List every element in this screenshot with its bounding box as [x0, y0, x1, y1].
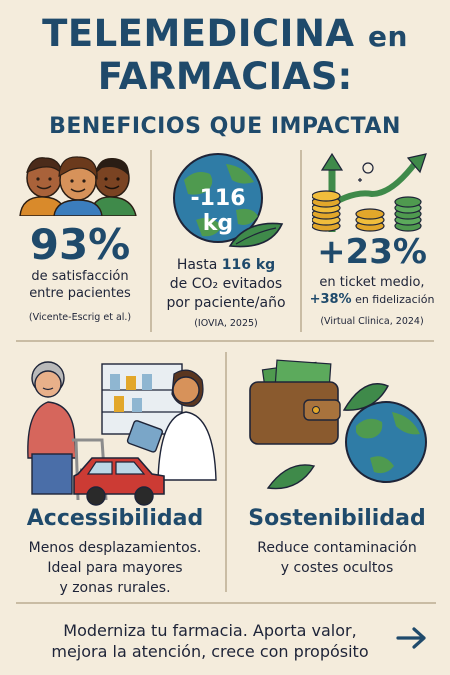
co2-badge: -116 kg — [190, 186, 246, 236]
divider — [225, 352, 227, 592]
feature-sustainability-line1: Reduce contaminación — [257, 540, 417, 556]
feature-accessibility-line2: Ideal para mayores — [47, 560, 183, 576]
divider — [300, 150, 302, 332]
stat-loyalty-suffix: en fidelización — [351, 293, 435, 306]
coins-growth-icon — [312, 150, 434, 234]
feature-sustainability-line2: y costes ocultos — [280, 560, 394, 576]
cta-line1: Moderniza tu farmacia. Aporta valor, — [63, 621, 357, 640]
cta-line2: mejora la atención, crece con propósito — [51, 642, 369, 661]
stat-co2-source: (IOVIA, 2025) — [194, 318, 258, 329]
divider — [150, 150, 152, 332]
wallet-earth-icon — [246, 356, 436, 496]
title-line2: FARMACIAS: — [97, 55, 353, 98]
stat-satisfaction-line1: de satisfacción — [31, 269, 129, 284]
feature-sustainability-title: Sostenibilidad — [248, 506, 426, 531]
pharmacy-consult-icon — [14, 350, 220, 510]
feature-accessibility-title: Accessibilidad — [26, 506, 204, 531]
stat-ticket-text: en ticket medio, +38% en fidelización — [302, 274, 442, 308]
stat-ticket-value: +23% — [317, 232, 427, 272]
feature-accessibility-line3: y zonas rurales. — [59, 580, 171, 596]
divider — [16, 340, 434, 342]
stat-co2-text: Hasta 116 kg de CO₂ evitados por pacient… — [152, 256, 300, 313]
page-title: TELEMEDICINA en FARMACIAS: — [0, 14, 450, 97]
page-subtitle: BENEFICIOS QUE IMPACTAN — [49, 114, 401, 139]
stat-satisfaction-value: 93% — [29, 220, 131, 269]
earth-icon — [166, 150, 286, 250]
stat-ticket-source: (Virtual Clinica, 2024) — [320, 316, 424, 327]
stat-co2-line2: de CO₂ evitados — [169, 276, 283, 292]
stat-co2-prefix: Hasta — [176, 257, 222, 273]
stat-co2-line3: por paciente/año — [166, 295, 286, 311]
arrow-right-icon[interactable] — [396, 626, 428, 650]
feature-accessibility-text: Menos desplazamientos. Ideal para mayore… — [10, 538, 220, 598]
stat-satisfaction-source: (Vicente-Escrig et al.) — [28, 312, 132, 323]
stat-loyalty-highlight: +38% — [309, 292, 352, 307]
feature-accessibility-line1: Menos desplazamientos. — [28, 540, 202, 556]
stat-co2-highlight: 116 kg — [221, 257, 276, 273]
stat-ticket-line1: en ticket medio, — [319, 275, 425, 290]
cta-text: Moderniza tu farmacia. Aporta valor, mej… — [30, 620, 390, 662]
patients-icon — [18, 150, 138, 216]
title-line1: TELEMEDICINA — [42, 12, 355, 55]
cta-banner: Moderniza tu farmacia. Aporta valor, mej… — [16, 602, 436, 666]
title-line1-en: en — [367, 20, 408, 53]
feature-sustainability-text: Reduce contaminación y costes ocultos — [232, 538, 442, 578]
stat-satisfaction-line2: entre pacientes — [29, 286, 131, 301]
stat-satisfaction-text: de satisfacción entre pacientes — [10, 268, 150, 302]
